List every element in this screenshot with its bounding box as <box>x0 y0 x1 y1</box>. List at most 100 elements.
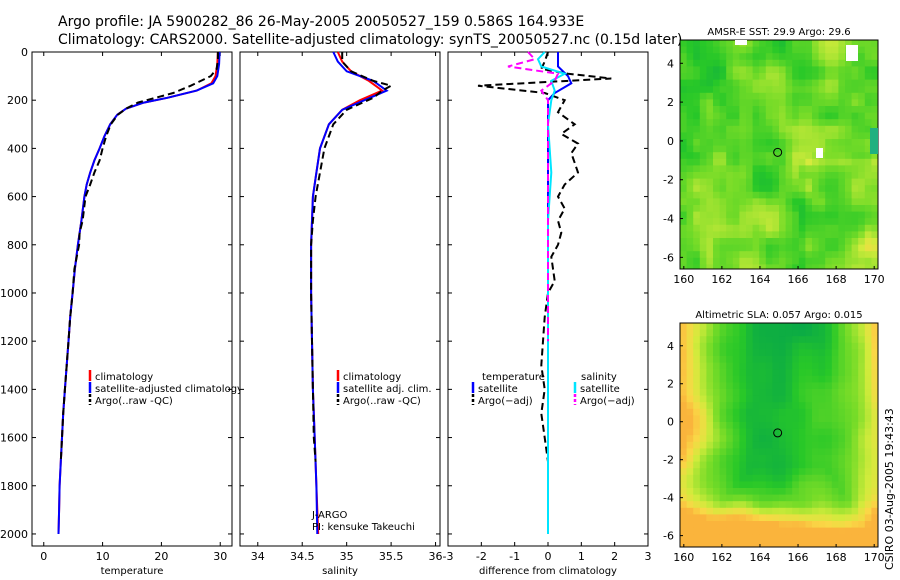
map-cell <box>845 408 852 416</box>
map-cell <box>858 336 866 344</box>
map-cell <box>805 257 813 265</box>
map-cell <box>858 389 866 396</box>
map-cell <box>746 507 753 515</box>
map-cell <box>772 389 780 396</box>
map-cell <box>752 172 760 179</box>
map-cell <box>772 40 780 47</box>
map-cell <box>693 53 701 61</box>
map-cell <box>831 191 839 199</box>
map-cell <box>785 158 793 166</box>
map-cell <box>845 211 852 219</box>
map-cell <box>785 132 793 140</box>
map-cell <box>726 435 734 443</box>
map-cell <box>772 165 780 173</box>
map-cell <box>719 40 727 47</box>
map-cell <box>825 66 833 74</box>
map-cell <box>693 165 701 173</box>
map-cell <box>732 468 740 476</box>
map-cell <box>719 224 727 232</box>
map-cell <box>851 514 859 522</box>
map-cell <box>825 198 833 206</box>
map-cell <box>812 264 819 270</box>
map-cell <box>871 540 879 548</box>
map-cell <box>746 408 753 416</box>
map-cell <box>726 145 734 153</box>
map-cell <box>706 507 714 515</box>
map-cell <box>752 125 760 133</box>
map-cell <box>726 329 734 337</box>
map-cell <box>785 461 793 469</box>
map-cell <box>765 264 773 270</box>
map-cell <box>851 415 859 423</box>
map-cell <box>864 342 872 350</box>
map-cell <box>699 362 707 370</box>
map-cell <box>706 264 714 270</box>
map-cell <box>845 218 852 226</box>
map-cell <box>812 224 819 232</box>
map-cell <box>680 119 687 127</box>
map-cell <box>686 191 694 199</box>
map-cell <box>772 448 780 456</box>
map-cell <box>739 514 747 522</box>
map-cell <box>713 428 720 436</box>
map-cell <box>713 158 720 166</box>
map-cell <box>765 185 773 193</box>
map-cell <box>845 145 852 153</box>
map-cell <box>812 323 819 330</box>
map-cell <box>858 79 866 87</box>
map-cell <box>686 79 694 87</box>
map-cell <box>858 257 866 265</box>
map-cell <box>752 257 760 265</box>
map-cell <box>845 474 852 482</box>
map-cell <box>693 336 701 344</box>
map-cell <box>818 507 826 515</box>
map-cell <box>693 244 701 252</box>
map-cell <box>858 92 866 100</box>
map-cell <box>706 402 714 410</box>
map-cell <box>759 389 767 396</box>
map-cell <box>693 112 701 120</box>
map-cell <box>831 73 839 80</box>
map-cell <box>713 231 720 239</box>
map-cell <box>680 461 687 469</box>
map-cell <box>805 323 813 330</box>
map-cell <box>798 534 806 542</box>
map-cell <box>772 264 780 270</box>
map-cell <box>818 356 826 363</box>
map-cell <box>785 336 793 344</box>
map-cell <box>732 178 740 186</box>
map-cell <box>752 422 760 429</box>
map-cell <box>858 172 866 179</box>
map-cell <box>759 428 767 436</box>
map-cell <box>759 257 767 265</box>
map-cell <box>851 342 859 350</box>
map-cell <box>746 92 753 100</box>
map-cell <box>765 73 773 80</box>
map-cell <box>845 92 852 100</box>
map-cell <box>818 139 826 146</box>
map-cell <box>825 395 833 403</box>
map-cell <box>713 99 720 107</box>
map-cell <box>845 336 852 344</box>
map-cell <box>845 251 852 259</box>
map-cell <box>798 106 806 113</box>
map-cell <box>831 375 839 383</box>
map-cell <box>706 534 714 542</box>
map-cell <box>752 395 760 403</box>
map-cell <box>858 244 866 252</box>
map-cell <box>851 356 859 363</box>
map-cell <box>699 415 707 423</box>
map-cell <box>699 395 707 403</box>
map-cell <box>831 435 839 443</box>
map-cell <box>785 119 793 127</box>
map-cell <box>765 369 773 377</box>
map-cell <box>732 534 740 542</box>
map-cell <box>825 92 833 100</box>
map-cell <box>798 395 806 403</box>
map-cell <box>818 382 826 390</box>
map-cell <box>805 494 813 502</box>
map-cell <box>838 92 846 100</box>
map-cell <box>686 218 694 226</box>
map-cell <box>680 408 687 416</box>
map-cell <box>792 185 800 193</box>
